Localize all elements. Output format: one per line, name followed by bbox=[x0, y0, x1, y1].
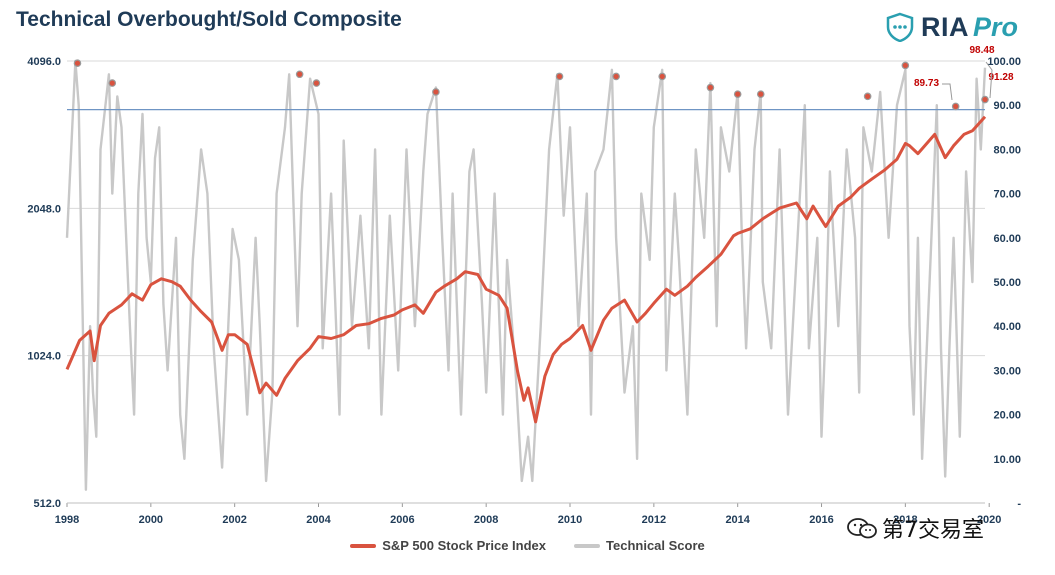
annotation-layer: 98.48 89.73 91.28 bbox=[914, 45, 1014, 101]
highlight-dots-layer bbox=[73, 59, 989, 111]
x-tick-label: 2000 bbox=[139, 514, 163, 526]
sp500-line bbox=[65, 115, 987, 424]
x-tick-label: 2018 bbox=[893, 514, 917, 526]
y-left-tick-label: 1024.0 bbox=[27, 351, 61, 363]
x-tick-label: 2006 bbox=[390, 514, 414, 526]
overbought-point-9 bbox=[733, 90, 742, 98]
y-right-tick-label: 30.00 bbox=[993, 365, 1021, 377]
y-right-tick-label: - bbox=[1017, 498, 1021, 510]
y-right-tick-label: 60.00 bbox=[993, 233, 1021, 245]
overbought-point-11 bbox=[863, 92, 872, 101]
annotation-label-0: 98.48 bbox=[969, 45, 994, 56]
y-right-tick-label: 40.00 bbox=[993, 321, 1021, 333]
overbought-point-8 bbox=[706, 83, 715, 92]
y-right-tick-label: 100.00 bbox=[987, 56, 1021, 68]
watermark-text: 第7交易室 bbox=[882, 518, 984, 543]
overbought-point-4 bbox=[432, 88, 440, 96]
x-tick-label: 2016 bbox=[809, 514, 833, 526]
annotation-label-1: 89.73 bbox=[914, 78, 939, 89]
y-right-tick-label: 20.00 bbox=[993, 410, 1021, 422]
sp500-layer bbox=[65, 115, 987, 424]
ria-pro-logo: RIA Pro bbox=[885, 10, 1018, 44]
y-right-tick-label: 10.00 bbox=[993, 454, 1021, 466]
x-tick-label: 2010 bbox=[558, 514, 582, 526]
legend-item-technical-score: Technical Score bbox=[574, 538, 705, 553]
shield-icon bbox=[886, 12, 914, 42]
logo-suffix: Pro bbox=[973, 11, 1019, 42]
x-tick-label: 2020 bbox=[977, 514, 1001, 526]
overbought-point-6 bbox=[612, 72, 620, 81]
x-tick-label: 2014 bbox=[725, 514, 750, 526]
x-tick-label: 2004 bbox=[306, 514, 331, 526]
y-right-tick-label: 90.00 bbox=[993, 100, 1021, 112]
legend-item-sp500: S&P 500 Stock Price Index bbox=[350, 538, 546, 553]
annotation-label-2: 91.28 bbox=[988, 72, 1013, 83]
overbought-point-0 bbox=[73, 59, 82, 68]
watermark: 第7交易室 bbox=[846, 512, 984, 544]
y-right-tick-label: 80.00 bbox=[993, 144, 1021, 156]
overbought-point-14 bbox=[981, 95, 989, 104]
y-right-tick-label: 70.00 bbox=[993, 189, 1021, 201]
technical-score-layer bbox=[65, 59, 987, 491]
logo-brand: RIA bbox=[921, 11, 969, 42]
x-tick-label: 2008 bbox=[474, 514, 498, 526]
chat-bubble-icon bbox=[847, 518, 877, 539]
overbought-point-3 bbox=[312, 79, 321, 87]
legend-label-sp500: S&P 500 Stock Price Index bbox=[382, 538, 547, 553]
x-tick-label: 2002 bbox=[222, 514, 246, 526]
overbought-point-7 bbox=[658, 72, 667, 81]
overbought-point-2 bbox=[295, 70, 304, 79]
chart-title: Technical Overbought/Sold Composite bbox=[16, 8, 402, 31]
annotation-leader-89-73 bbox=[942, 83, 953, 101]
overbought-point-1 bbox=[108, 79, 117, 87]
axis-labels-layer: 512.0 1024.0 2048.0 4096.0 - 10.00 20.00 30.00 4… bbox=[27, 56, 1021, 526]
annotation-leader-91-28 bbox=[985, 61, 993, 99]
overbought-point-13 bbox=[951, 102, 960, 111]
y-left-tick-label: 2048.0 bbox=[27, 203, 61, 215]
legend-swatch-sp500 bbox=[350, 543, 377, 548]
y-left-tick-label: 4096.0 bbox=[27, 56, 61, 68]
legend-label-technical-score: Technical Score bbox=[606, 538, 705, 553]
technical-score-line bbox=[65, 59, 987, 491]
legend-swatch-technical-score bbox=[574, 543, 601, 548]
x-tick-label: 2012 bbox=[642, 514, 666, 526]
y-right-tick-label: 50.00 bbox=[993, 277, 1021, 289]
overbought-point-10 bbox=[756, 90, 765, 98]
chart-legend: S&P 500 Stock Price Index Technical Scor… bbox=[0, 538, 1055, 553]
overbought-point-5 bbox=[555, 72, 564, 81]
y-left-tick-label: 512.0 bbox=[33, 498, 61, 510]
overbought-point-12 bbox=[901, 61, 910, 70]
x-tick-label: 1998 bbox=[55, 514, 79, 526]
